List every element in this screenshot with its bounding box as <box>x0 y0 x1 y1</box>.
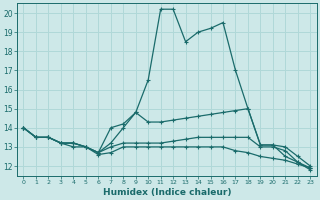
X-axis label: Humidex (Indice chaleur): Humidex (Indice chaleur) <box>103 188 231 197</box>
